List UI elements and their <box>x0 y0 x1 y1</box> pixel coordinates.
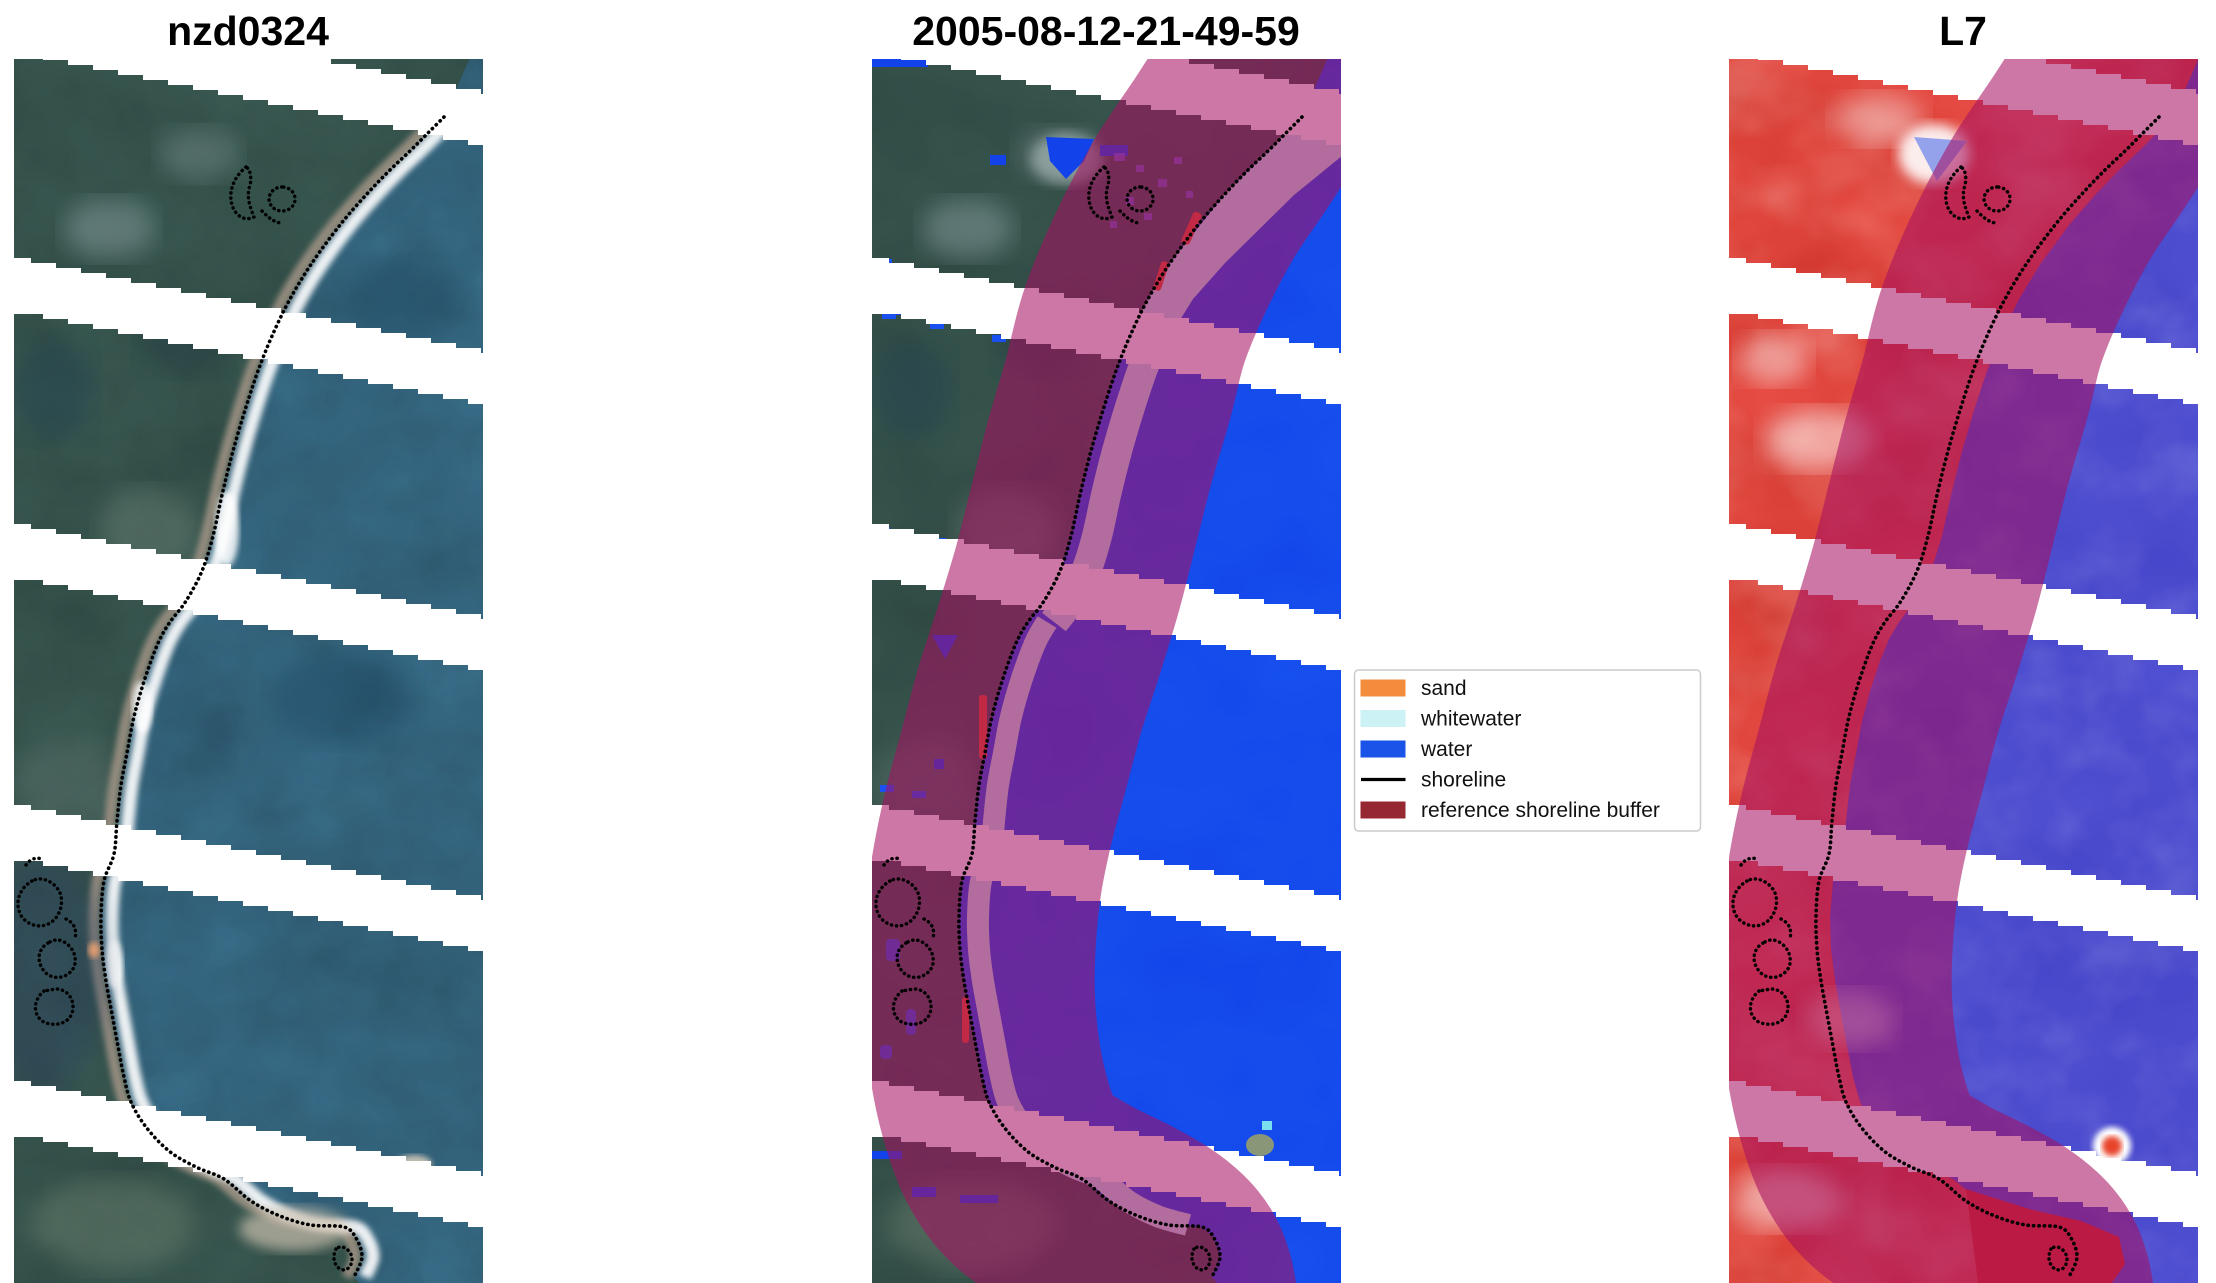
svg-text:nzd0324: nzd0324 <box>167 8 329 54</box>
svg-text:whitewater: whitewater <box>1420 708 1521 731</box>
svg-text:2005-08-12-21-49-59: 2005-08-12-21-49-59 <box>912 8 1300 54</box>
svg-text:water: water <box>1420 738 1472 761</box>
svg-text:shoreline: shoreline <box>1421 769 1506 792</box>
svg-text:L7: L7 <box>1939 8 1987 54</box>
svg-text:reference shoreline buffer: reference shoreline buffer <box>1421 799 1660 822</box>
svg-text:sand: sand <box>1421 677 1467 700</box>
